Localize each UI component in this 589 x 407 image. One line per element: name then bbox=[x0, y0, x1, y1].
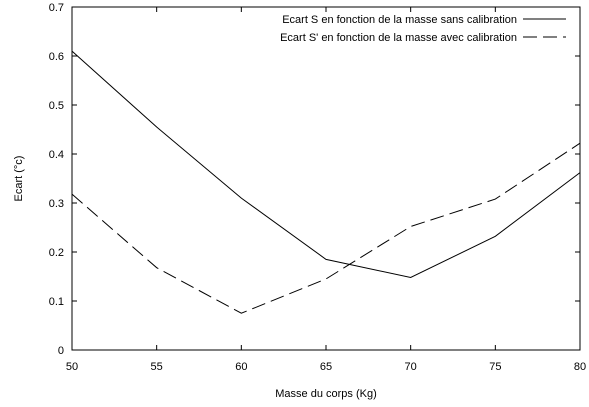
y-tick-label: 0 bbox=[58, 345, 64, 357]
x-tick-label: 65 bbox=[320, 361, 332, 373]
x-tick-label: 75 bbox=[489, 361, 501, 373]
y-tick-label: 0.7 bbox=[49, 2, 64, 14]
legend-label-1: Ecart S en fonction de la masse sans cal… bbox=[282, 14, 517, 26]
x-tick-label: 60 bbox=[235, 361, 247, 373]
series-line-2 bbox=[72, 143, 580, 313]
x-tick-label: 50 bbox=[66, 361, 78, 373]
axis-ticks: 50 55 60 65 70 75 80 0 0.1 0.2 0.3 0.4 0.5 0.6 0.7 bbox=[49, 2, 586, 373]
y-tick-label: 0.6 bbox=[49, 51, 64, 63]
y-tick-label: 0.3 bbox=[49, 198, 64, 210]
x-tick-label: 55 bbox=[151, 361, 163, 373]
y-axis-label: Ecart (°c) bbox=[13, 156, 25, 202]
legend: Ecart S en fonction de la masse sans cal… bbox=[280, 14, 566, 44]
y-tick-label: 0.1 bbox=[49, 296, 64, 308]
y-tick-label: 0.2 bbox=[49, 247, 64, 259]
series-lines bbox=[72, 51, 580, 313]
series-line-1 bbox=[72, 51, 580, 277]
x-tick-label: 70 bbox=[405, 361, 417, 373]
plot-frame bbox=[72, 7, 580, 350]
legend-label-2: Ecart S' en fonction de la masse avec ca… bbox=[280, 32, 517, 44]
x-axis-label: Masse du corps (Kg) bbox=[275, 388, 376, 400]
x-tick-label: 80 bbox=[574, 361, 586, 373]
y-tick-label: 0.5 bbox=[49, 100, 64, 112]
y-tick-label: 0.4 bbox=[49, 149, 64, 161]
